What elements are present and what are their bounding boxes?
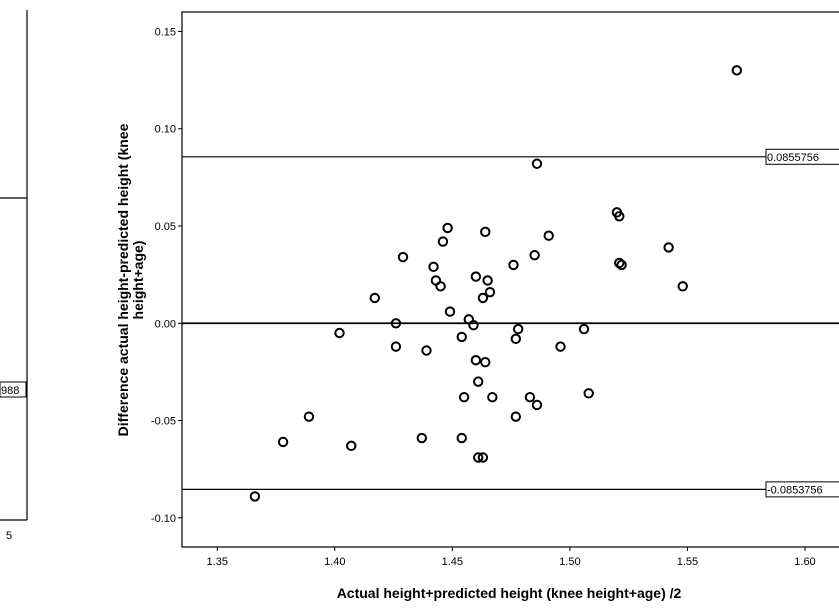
data-point: [390, 318, 402, 329]
data-point: [473, 452, 484, 463]
reference-label-box: [765, 148, 839, 165]
data-point: [456, 432, 467, 444]
y-tick-label: 0.05: [155, 221, 176, 233]
data-point: [531, 158, 543, 169]
y-tick-label: -0.10: [151, 513, 176, 525]
data-point: [477, 452, 489, 463]
left-panel-ref-label-box: [0, 381, 27, 398]
reference-lines: 0.0855756 -0.0853756: [182, 148, 839, 498]
data-point: [508, 259, 519, 271]
x-tick-label: 1.35: [207, 556, 228, 568]
data-point: [529, 249, 540, 261]
data-point: [477, 292, 489, 304]
data-point: [435, 281, 446, 292]
data-point: [614, 257, 625, 269]
data-point: [512, 323, 524, 335]
main-plot-panel: 0.150.100.050.00-0.05-0.10 1.35 1.40 1.45 1…: [115, 11, 839, 601]
data-point: [578, 323, 590, 335]
data-point: [480, 226, 491, 238]
data-point: [416, 432, 427, 444]
y-axis-title: Difference actual height-predicted heigh…: [115, 123, 146, 436]
data-point: [487, 392, 498, 403]
left-panel-ref-label: 988: [1, 385, 19, 397]
x-tick-label: 1.60: [794, 556, 815, 568]
data-point: [731, 65, 743, 76]
data-point: [442, 222, 453, 234]
data-point: [470, 271, 482, 282]
x-tick-label: 1.50: [559, 556, 580, 568]
left-panel: 988 5: [0, 10, 28, 542]
data-point: [397, 251, 409, 263]
y-tick-label: 0.10: [155, 124, 176, 136]
data-point: [428, 261, 439, 273]
data-point: [531, 399, 543, 411]
data-point: [616, 259, 627, 271]
y-axis: 0.15 0.10 0.05 0.00 -0.05 -0.10: [151, 26, 182, 525]
data-point: [555, 341, 566, 352]
data-point: [614, 211, 625, 222]
x-tick-label: 1.40: [324, 556, 345, 568]
data-point: [346, 440, 357, 452]
x-tick-label: 1.55: [677, 556, 698, 568]
data-point: [249, 491, 261, 502]
reference-label: 0.0855756: [767, 152, 819, 164]
data-point: [482, 275, 493, 286]
data-point: [473, 376, 484, 387]
data-point: [456, 331, 467, 343]
y-tick-label: -0.05: [151, 416, 176, 428]
x-axis: 1.35 1.40 1.45 1.50 1.55 1.60: [207, 547, 816, 568]
x-axis-title: Actual height+predicted height (knee hei…: [337, 585, 682, 601]
y-tick-label: 0.00: [155, 318, 176, 330]
y-tick-label: 0.15: [155, 26, 176, 38]
data-point: [303, 411, 315, 422]
data-point: [470, 355, 482, 366]
data-point: [390, 341, 402, 352]
data-point: [437, 236, 449, 247]
scatter-points: [249, 65, 743, 502]
data-point: [524, 392, 536, 403]
data-point: [444, 306, 456, 317]
data-point: [458, 392, 470, 403]
data-point: [334, 327, 345, 339]
data-point: [510, 333, 522, 345]
data-point: [277, 436, 289, 448]
data-point: [468, 320, 479, 331]
reference-label: -0.0853756: [767, 484, 823, 496]
y-axis-title-line-1: Difference actual height-predicted heigh…: [115, 123, 131, 436]
reference-label-box: [765, 481, 839, 498]
left-panel-x-tick-label: 5: [6, 530, 12, 542]
x-tick-label: 1.45: [442, 556, 463, 568]
data-point: [543, 230, 554, 241]
data-point: [369, 292, 380, 304]
plot-frame: [181, 11, 839, 548]
data-point: [677, 281, 688, 292]
data-point: [421, 345, 432, 356]
y-axis-title-line-2: height+age): [130, 241, 146, 320]
data-point: [484, 286, 496, 298]
data-point: [663, 242, 674, 253]
data-point: [510, 411, 522, 422]
data-point: [480, 356, 491, 368]
data-point: [583, 388, 594, 399]
